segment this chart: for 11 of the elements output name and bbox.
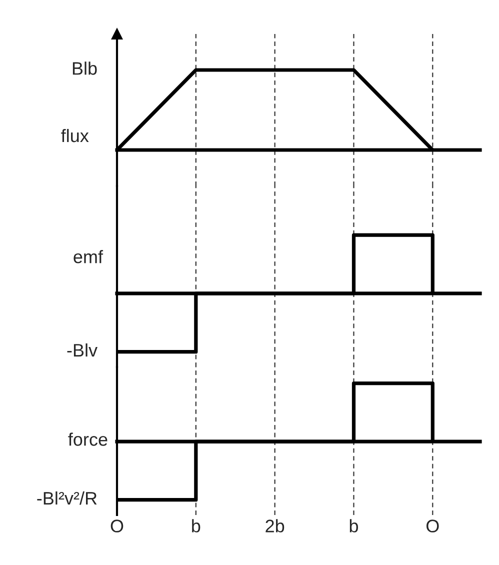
x-tick-label: b [192, 519, 200, 532]
y-axis-title: flux [61, 128, 89, 142]
x-tick-label: 2b [266, 519, 284, 532]
x-tick-label: b [350, 519, 358, 532]
text: -Bl²v²/R [37, 491, 97, 505]
y-axis-title: emf [74, 250, 104, 264]
text: Blb [72, 62, 97, 75]
text: -Blv [67, 343, 98, 356]
y-axis-title: force [68, 432, 108, 446]
x-tick-label: O [426, 520, 439, 532]
x-tick-label: O [110, 520, 124, 532]
